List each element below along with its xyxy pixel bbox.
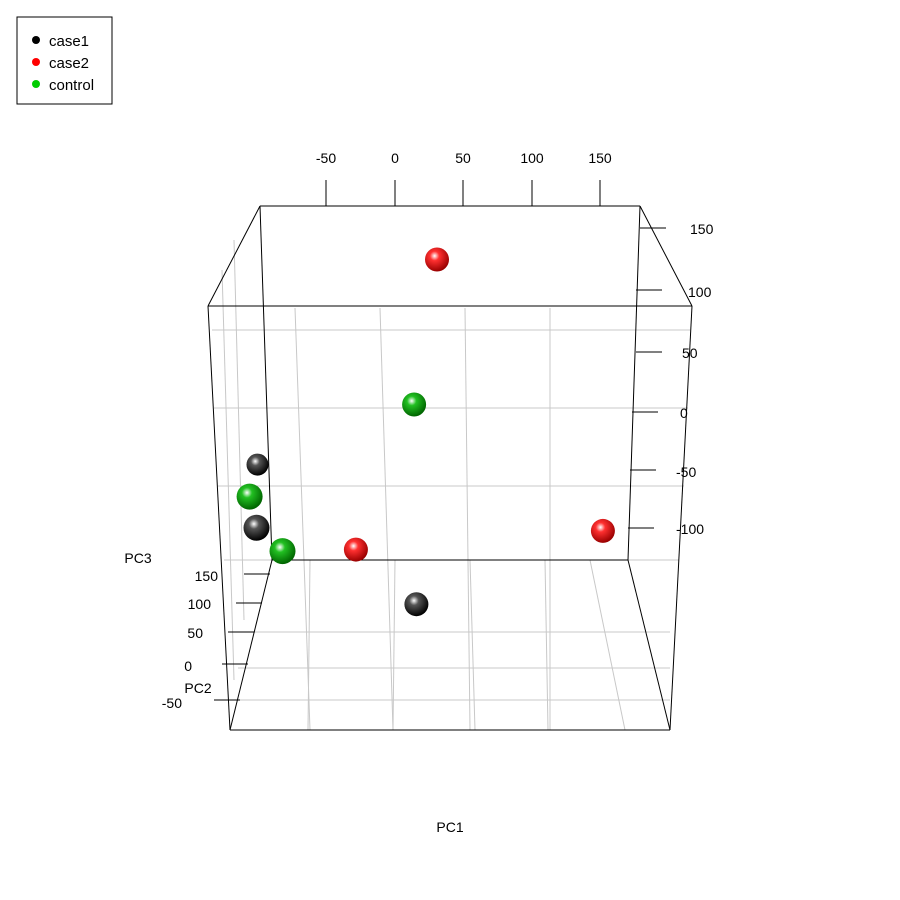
point-control-1 <box>402 392 427 417</box>
point-case2-2 <box>590 518 615 543</box>
legend-marker-case1 <box>32 36 40 44</box>
x-tick-label: 50 <box>455 150 471 166</box>
z-tick-label: 150 <box>690 221 714 237</box>
point-control-3 <box>269 538 296 565</box>
point-control-2 <box>236 483 263 510</box>
z-tick-label: 100 <box>688 284 712 300</box>
points-control <box>236 392 427 565</box>
legend-label-case2: case2 <box>49 55 89 72</box>
x-tick-label: -50 <box>316 150 336 166</box>
legend-label-case1: case1 <box>49 33 89 50</box>
y-axis: 150 100 50 0 -50 <box>162 568 270 711</box>
y-tick-label: -50 <box>162 695 182 711</box>
z-tick-label: 0 <box>680 405 688 421</box>
x-axis-title: PC1 <box>436 819 463 835</box>
z-tick-label: -50 <box>676 464 696 480</box>
y-tick-label: 50 <box>187 625 203 641</box>
x-tick-label: 150 <box>588 150 612 166</box>
z-tick-label: 50 <box>682 345 698 361</box>
z-axis-title: PC3 <box>124 550 151 566</box>
x-axis: -50 0 50 100 150 <box>316 150 612 206</box>
legend-marker-control <box>32 80 40 88</box>
y-tick-label: 150 <box>195 568 219 584</box>
point-case1-2 <box>243 514 270 541</box>
y-tick-label: 0 <box>184 658 192 674</box>
point-case2-1 <box>425 247 449 272</box>
y-tick-label: 100 <box>188 596 212 612</box>
point-case1-3 <box>404 592 429 617</box>
plot-box <box>207 205 693 731</box>
z-tick-label: -100 <box>676 521 704 537</box>
points-case2 <box>343 247 615 562</box>
point-case1-1 <box>246 453 269 476</box>
legend: case1 case2 control <box>16 16 113 105</box>
points-case1 <box>243 453 429 617</box>
grid-lines <box>212 239 690 731</box>
y-axis-title: PC2 <box>184 680 211 696</box>
point-case2-3 <box>343 537 368 562</box>
z-axis: 150 100 50 0 -50 -100 <box>628 221 714 537</box>
x-tick-label: 100 <box>520 150 544 166</box>
x-tick-label: 0 <box>391 150 399 166</box>
legend-label-control: control <box>49 77 94 94</box>
legend-marker-case2 <box>32 58 40 66</box>
